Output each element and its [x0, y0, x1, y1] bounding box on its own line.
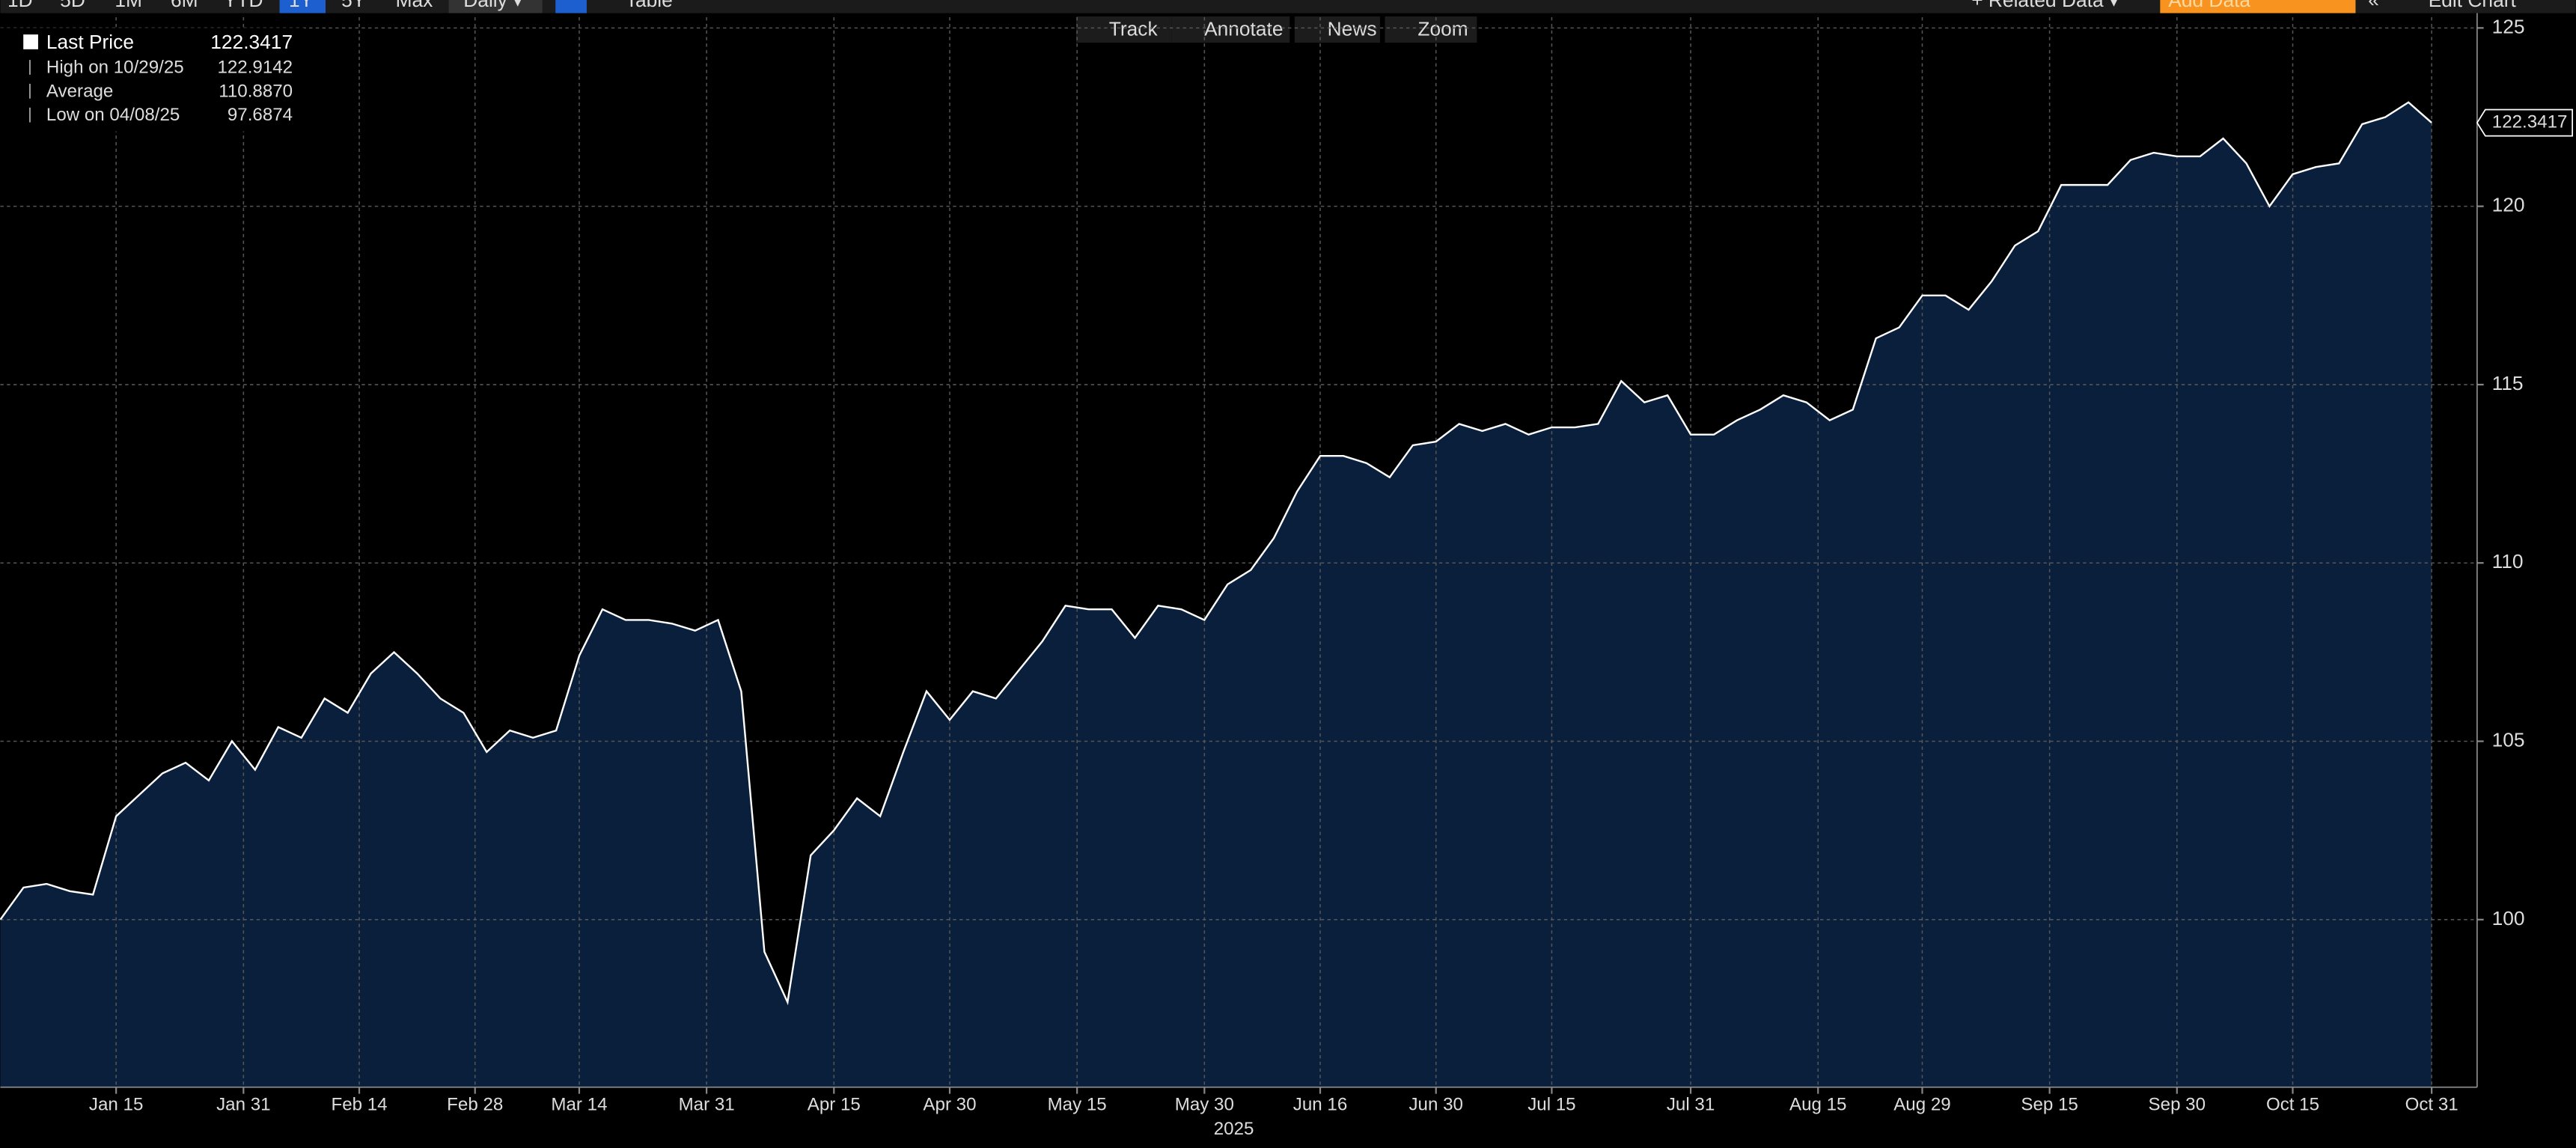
x-tick-label: Apr 15	[808, 1094, 861, 1114]
tool-button[interactable]: Track	[1109, 18, 1159, 40]
tool-button-bg	[1385, 16, 1477, 43]
toolbar-button[interactable]: Table	[626, 0, 673, 11]
x-tick-label: May 15	[1048, 1094, 1107, 1114]
toolbar-button[interactable]: Add Data	[2168, 0, 2250, 11]
tool-button-bg	[1075, 16, 1172, 43]
x-axis-label: 2025	[1214, 1119, 1254, 1139]
x-tick-label: Jan 31	[216, 1094, 270, 1114]
toolbar-button[interactable]: 1D	[7, 0, 33, 11]
tool-button[interactable]: News	[1328, 18, 1377, 40]
legend-label: Low on 04/08/25	[46, 105, 180, 125]
x-tick-label: Jul 31	[1667, 1094, 1715, 1114]
x-tick-label: Oct 15	[2266, 1094, 2319, 1114]
x-tick-label: Jul 15	[1527, 1094, 1575, 1114]
toolbar-button[interactable]: Max	[396, 0, 433, 11]
y-tick-label: 110	[2492, 550, 2524, 573]
x-tick-label: Sep 15	[2021, 1094, 2078, 1114]
y-tick-label: 100	[2492, 907, 2525, 929]
legend-label: High on 10/29/25	[46, 57, 184, 77]
tool-button[interactable]: Annotate	[1204, 18, 1283, 40]
x-tick-label: Sep 30	[2149, 1094, 2206, 1114]
legend-value: 122.3417	[210, 31, 293, 53]
x-tick-label: Oct 31	[2405, 1094, 2459, 1114]
active-button	[279, 0, 326, 13]
legend-value: 122.9142	[217, 57, 293, 77]
legend-label: Average	[46, 81, 113, 101]
toolbar-button[interactable]: Daily ▾	[463, 0, 522, 11]
dropdown	[448, 0, 543, 13]
x-tick-label: Jun 30	[1409, 1094, 1463, 1114]
toolbar-bar	[0, 0, 2576, 13]
tool-button-bg	[1171, 16, 1290, 43]
toolbar-button[interactable]: 5Y	[341, 0, 365, 11]
add-data-box	[2160, 0, 2356, 13]
toolbar-button[interactable]: «	[2368, 0, 2379, 11]
y-tick-label: 125	[2492, 15, 2525, 37]
price-tag-label: 122.3417	[2492, 112, 2568, 132]
legend: Last Price 122.3417 High on 10/29/25 122.91…	[0, 28, 305, 132]
price-tag	[2476, 109, 2574, 137]
x-tick-label: Aug 15	[1789, 1094, 1846, 1114]
toolbar: 1D 5D 1M 6M YTD 1Y 5Y Max Daily ▾ Table + Related …	[0, 0, 2576, 13]
area	[0, 102, 2432, 1087]
tool-button[interactable]: Zoom	[1417, 18, 1468, 40]
toolbar-button[interactable]: + Related Data ▾	[1971, 0, 2119, 11]
x-tick-label: May 30	[1175, 1094, 1234, 1114]
toolbar-button[interactable]: 1Y	[289, 0, 313, 11]
toolbar-button[interactable]: Edit Chart	[2429, 0, 2517, 11]
x-tick-label: Aug 29	[1893, 1094, 1950, 1114]
y-tick-label: 115	[2492, 372, 2524, 394]
x-tick-label: Mar 14	[551, 1094, 607, 1114]
legend-value: 110.8870	[219, 81, 293, 101]
chart-icon	[555, 0, 587, 13]
x-tick-label: Mar 31	[679, 1094, 735, 1114]
x-tick-label: Feb 28	[447, 1094, 503, 1114]
y-tick-label: 120	[2492, 194, 2525, 216]
toolbar-button[interactable]: 1M	[115, 0, 142, 11]
legend-label: Last Price	[46, 31, 134, 53]
x-tick-label: Apr 30	[923, 1094, 976, 1114]
tool-button-bg	[1294, 16, 1380, 43]
toolbar-button[interactable]: YTD	[224, 0, 263, 11]
x-tick-label: Jun 16	[1293, 1094, 1347, 1114]
y-tick-label: 105	[2492, 728, 2525, 751]
legend-swatch	[23, 34, 38, 49]
plot	[0, 17, 2477, 1087]
price-line	[0, 101, 2432, 1006]
toolbar-button[interactable]: 5D	[60, 0, 85, 11]
x-tick-label: Feb 14	[331, 1094, 387, 1114]
tools: Track Annotate News Zoom	[1075, 16, 1477, 43]
toolbar-button[interactable]: 6M	[171, 0, 198, 11]
legend-box	[0, 28, 305, 132]
x-tick-label: Jan 15	[89, 1094, 143, 1114]
legend-value: 97.6874	[228, 105, 293, 125]
